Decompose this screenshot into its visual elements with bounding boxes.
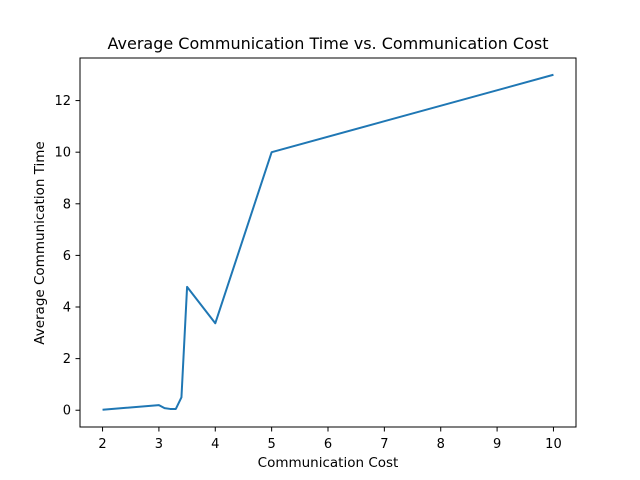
x-tick-label: 3 [155, 437, 163, 452]
y-tick-label: 8 [63, 197, 71, 212]
x-axis-label: Communication Cost [258, 455, 399, 471]
x-tick-label: 10 [545, 437, 562, 452]
y-tick-label: 2 [63, 352, 71, 367]
series-line-0 [102, 73, 554, 411]
y-axis-label: Average Communication Time [32, 141, 48, 344]
chart-title: Average Communication Time vs. Communica… [108, 34, 549, 53]
y-tick-label: 6 [63, 249, 71, 264]
y-tick-label: 12 [54, 94, 71, 109]
y-tick-label: 0 [63, 404, 71, 419]
x-tick-label: 5 [267, 437, 275, 452]
x-tick-label: 8 [437, 437, 445, 452]
x-tick-label: 9 [493, 437, 501, 452]
x-tick-label: 2 [98, 437, 106, 452]
x-axis: 2 3 4 5 6 7 8 9 10 [98, 427, 562, 452]
y-tick-label: 10 [54, 146, 71, 161]
x-tick-label: 7 [380, 437, 388, 452]
y-tick-label: 4 [63, 301, 71, 316]
x-tick-label: 4 [211, 437, 219, 452]
y-axis: 0 2 4 6 8 10 12 [54, 94, 80, 419]
x-tick-label: 6 [324, 437, 332, 452]
